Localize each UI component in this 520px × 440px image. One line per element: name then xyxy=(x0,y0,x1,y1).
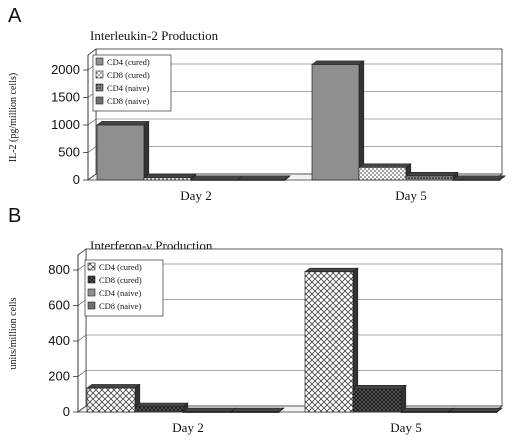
bar-top xyxy=(190,175,244,180)
y-axis-label: IL-2 (pg/million cells) xyxy=(8,73,19,162)
panel-letter: B xyxy=(8,205,21,227)
y-tick-label: 600 xyxy=(48,298,70,313)
bar-top xyxy=(237,175,291,180)
legend: CD4 (cured) CD8 (cured) CD4 (naive) CD8 (na… xyxy=(92,54,172,112)
panel-letter: A xyxy=(8,5,22,27)
bar-front xyxy=(86,387,136,413)
bar-day-5-series-3 xyxy=(452,175,506,181)
bar-day-5-series-0 xyxy=(304,267,359,413)
bar-day-2-series-1 xyxy=(143,173,197,181)
bar-front xyxy=(182,411,232,413)
y-tick-label: 400 xyxy=(48,333,70,348)
bar-front xyxy=(304,271,354,413)
gridline-side xyxy=(87,118,97,126)
bar-top xyxy=(304,267,359,273)
gridline-side xyxy=(87,173,97,181)
bar-top xyxy=(230,407,285,412)
bar-front xyxy=(452,179,501,181)
bar-day-2-series-2 xyxy=(182,407,237,413)
legend-entry: CD8 (cured) xyxy=(107,70,150,80)
legend-swatch xyxy=(95,57,104,66)
bar-day-2-series-2 xyxy=(190,175,244,181)
bar-day-5-series-3 xyxy=(448,407,503,413)
bar-side xyxy=(143,120,150,181)
bar-top xyxy=(134,402,189,407)
bar-side xyxy=(400,384,407,413)
bar-top xyxy=(96,121,150,126)
legend-swatch xyxy=(87,262,96,271)
bar-front xyxy=(448,411,498,413)
bar-front xyxy=(190,179,239,181)
chart-title: Interleukin-2 Production xyxy=(90,28,219,43)
bar-day-5-series-1 xyxy=(352,384,407,413)
bar-front xyxy=(134,406,184,413)
bar-front xyxy=(352,388,402,413)
bar-front xyxy=(96,124,145,181)
legend-box xyxy=(92,54,172,112)
y-axis-label: units/million cells xyxy=(8,297,19,369)
legend: CD4 (cured) CD8 (cured) CD4 (naive) CD8 (na… xyxy=(84,259,164,317)
legend-entry: CD4 (naive) xyxy=(99,288,141,298)
bar-top xyxy=(452,175,506,180)
bar-front xyxy=(237,179,286,181)
y-tick-label: 0 xyxy=(63,404,70,419)
bar-front xyxy=(143,177,192,181)
bar-top xyxy=(358,163,412,168)
y-tick-label: 2000 xyxy=(51,62,80,77)
bar-top xyxy=(182,407,237,412)
bar-day-2-series-0 xyxy=(86,383,141,413)
legend-entry: CD8 (naive) xyxy=(99,301,141,311)
y-tick-label: 1500 xyxy=(51,90,80,105)
legend-entry: CD8 (naive) xyxy=(107,96,149,106)
legend-entry: CD8 (cured) xyxy=(99,275,142,285)
gridline-side xyxy=(77,405,87,413)
bar-top xyxy=(448,407,503,412)
bar-day-2-series-3 xyxy=(237,175,291,181)
x-category-label: Day 5 xyxy=(395,188,426,203)
legend-entry: CD4 (cured) xyxy=(99,262,142,272)
x-category-label: Day 5 xyxy=(390,420,421,435)
legend-swatch xyxy=(87,275,96,284)
legend-entry: CD4 (naive) xyxy=(107,83,149,93)
y-tick-label: 500 xyxy=(58,145,80,160)
bar-day-5-series-1 xyxy=(358,163,412,181)
bar-top xyxy=(143,173,197,179)
bar-front xyxy=(400,411,450,413)
legend-swatch xyxy=(87,288,96,297)
legend-swatch xyxy=(95,70,104,79)
bar-day-2-series-0 xyxy=(96,120,150,181)
gridline-side xyxy=(77,334,87,342)
bar-side xyxy=(358,60,365,181)
legend-box xyxy=(84,259,164,317)
legend-swatch xyxy=(95,83,104,92)
chart-panel-a: A Interleukin-2 Production 0 500 1000 1500 200… xyxy=(8,5,506,203)
bar-top xyxy=(311,60,365,65)
gridline-side xyxy=(87,146,97,153)
bar-day-5-series-2 xyxy=(405,171,459,181)
x-category-label: Day 2 xyxy=(172,420,203,435)
bar-top xyxy=(352,385,407,390)
y-tick-label: 1000 xyxy=(51,117,80,132)
legend-swatch xyxy=(87,301,96,310)
y-tick-label: 0 xyxy=(73,172,80,187)
bar-top xyxy=(86,384,141,389)
bar-front xyxy=(230,411,280,413)
x-category-label: Day 2 xyxy=(180,188,211,203)
bar-top xyxy=(405,171,459,177)
bar-top xyxy=(400,407,455,412)
bar-front xyxy=(311,64,360,181)
bar-front xyxy=(358,167,407,181)
bar-day-5-series-0 xyxy=(311,60,365,181)
legend-swatch xyxy=(95,96,104,105)
legend-entry: CD4 (cured) xyxy=(107,57,150,67)
bar-day-5-series-2 xyxy=(400,407,455,413)
bar-day-2-series-1 xyxy=(134,402,189,413)
bar-day-2-series-3 xyxy=(230,407,285,413)
y-tick-label: 200 xyxy=(48,369,70,384)
gridline-side xyxy=(77,370,87,377)
y-tick-label: 800 xyxy=(48,262,70,277)
bar-front xyxy=(405,175,454,181)
